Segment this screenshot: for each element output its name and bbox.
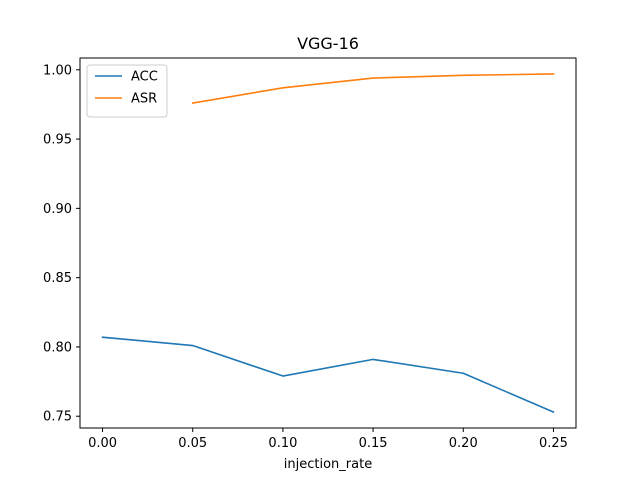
x-tick-label: 0.15 — [359, 436, 388, 451]
y-tick-label: 0.85 — [43, 271, 72, 286]
x-tick-label: 0.10 — [268, 436, 297, 451]
y-tick-label: 0.90 — [43, 202, 72, 217]
x-axis-ticks: 0.00 0.05 0.10 0.15 0.20 0.25 — [88, 428, 568, 451]
axes-frame — [79, 57, 577, 429]
x-axis-label: injection_rate — [284, 457, 372, 472]
y-tick-label: 1.00 — [43, 63, 72, 78]
legend-label-asr: ASR — [131, 92, 157, 107]
y-tick-label: 0.95 — [43, 133, 72, 148]
chart-title: VGG-16 — [297, 34, 359, 53]
x-tick-label: 0.20 — [449, 436, 478, 451]
y-tick-label: 0.75 — [43, 410, 72, 425]
legend-label-acc: ACC — [131, 70, 158, 85]
x-tick-label: 0.00 — [88, 436, 117, 451]
series-layer — [101, 73, 555, 414]
x-tick-label: 0.05 — [178, 436, 207, 451]
legend-box — [86, 64, 168, 118]
series-line-asr — [191, 73, 555, 104]
x-tick-label: 0.25 — [539, 436, 568, 451]
legend: ACC ASR — [86, 64, 168, 118]
y-tick-label: 0.80 — [43, 340, 72, 355]
y-axis-ticks: 0.75 0.80 0.85 0.90 0.95 1.00 — [43, 63, 80, 425]
series-line-acc — [101, 336, 555, 414]
